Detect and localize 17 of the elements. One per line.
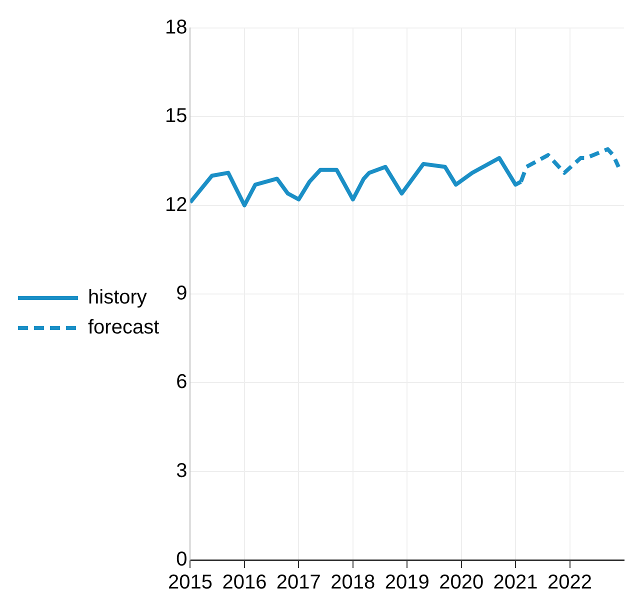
x-tick-label: 2016	[222, 572, 267, 594]
x-tick-label: 2018	[330, 572, 376, 594]
y-tick-label: 12	[164, 194, 188, 216]
x-tick-label: 2021	[493, 572, 538, 594]
legend-label: forecast	[88, 316, 160, 339]
x-tick-label: 2019	[384, 572, 430, 594]
x-tick-label: 2017	[276, 572, 321, 594]
y-tick-label: 9	[176, 282, 188, 305]
x-tick-label: 2015	[168, 572, 212, 594]
y-tick-label: 6	[176, 371, 188, 394]
x-tick-label: 2022	[548, 572, 592, 594]
legend-label: history	[88, 286, 147, 309]
y-tick-label: 0	[176, 548, 188, 571]
y-tick-label: 15	[164, 105, 188, 128]
x-tick-label: 2020	[439, 572, 484, 594]
y-tick-label: 3	[176, 460, 188, 482]
y-tick-label: 18	[164, 16, 188, 39]
